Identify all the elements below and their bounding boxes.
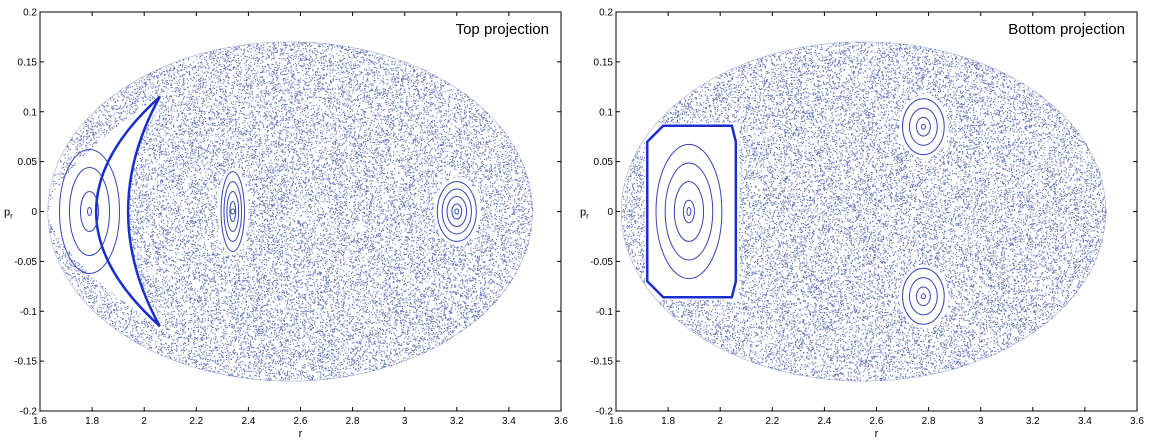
y-tick-label: 0 [607, 207, 613, 218]
y-tick-label: -0.2 [596, 407, 614, 418]
island-contour [436, 181, 477, 242]
y-tick-label: -0.1 [596, 307, 614, 318]
y-tick-label: -0.1 [20, 307, 38, 318]
chart-title: Bottom projection [1008, 21, 1125, 38]
x-tick-label: 3.4 [502, 416, 516, 427]
x-tick-label: 2.8 [922, 416, 936, 427]
island-center [686, 207, 692, 216]
chaotic-sea-points [621, 41, 1107, 382]
island-contour [902, 98, 945, 156]
island-center [920, 123, 926, 130]
top-projection-chart: 1.6 1.8 2 2.2 2.4 2.6 2.8 3 3.2 3.4 3.6 0.2 0.15 0.1 0… [4, 8, 568, 441]
island-contour [79, 191, 99, 232]
x-tick-label: 2.6 [294, 416, 308, 427]
y-tick-label: 0.1 [23, 107, 37, 118]
x-axis-label: r [875, 428, 879, 440]
y-tick-label: 0.05 [594, 157, 614, 168]
island-contour [682, 199, 695, 224]
island-contour [908, 107, 938, 146]
axis-layer: 1.6 1.8 2 2.2 2.4 2.6 2.8 3 3.2 3.4 3.6 0.2 0.15 0.1 0… [590, 8, 1144, 428]
y-axis-label: pr [4, 207, 13, 221]
island-contour [902, 267, 945, 325]
y-tick-label: 0.15 [18, 57, 38, 68]
x-tick-label: 3 [978, 416, 984, 427]
y-tick-label: -0.15 [14, 357, 37, 368]
island-center [230, 208, 236, 215]
island-contour [664, 162, 714, 261]
island-3 [902, 267, 945, 325]
y-tick-label: 0 [31, 207, 37, 218]
y-tick-label: 0.2 [599, 8, 613, 19]
island-contour [68, 167, 110, 256]
x-tick-label: 2.8 [346, 416, 360, 427]
y-tick-label: 0.05 [18, 157, 38, 168]
island-2 [902, 98, 945, 156]
sea-boundary [47, 41, 533, 382]
chart-title: Top projection [456, 21, 549, 38]
chaotic-sea-points [48, 41, 534, 381]
x-tick-label: 2.2 [765, 416, 779, 427]
x-tick-label: 2.6 [870, 416, 884, 427]
island-boundary [646, 124, 738, 299]
island-contour [915, 116, 931, 137]
y-tick-label: 0.2 [23, 8, 37, 19]
island-center [920, 293, 926, 300]
x-tick-label: 1.6 [609, 416, 623, 427]
x-tick-label: 2.4 [241, 416, 255, 427]
island-contour [220, 171, 245, 252]
sea-boundary [620, 41, 1107, 382]
island-contour [673, 181, 705, 242]
island-3 [436, 181, 477, 242]
x-tick-label: 3.2 [450, 416, 464, 427]
island-contour [451, 203, 463, 220]
island-contour [655, 143, 723, 280]
island-contour [915, 286, 931, 307]
island-contour [446, 196, 468, 227]
y-tick-label: -0.05 [590, 257, 613, 268]
x-tick-label: 1.6 [33, 416, 47, 427]
x-tick-label: 3.6 [554, 416, 568, 427]
island-contour [58, 149, 120, 274]
island-boundary [94, 95, 161, 328]
x-tick-label: 2.2 [189, 416, 203, 427]
y-tick-label: -0.15 [590, 357, 613, 368]
y-tick-label: 0.15 [594, 57, 614, 68]
island-contour [441, 188, 472, 235]
y-tick-label: -0.2 [20, 407, 38, 418]
x-axis-label: r [299, 428, 303, 440]
island-center [454, 208, 460, 215]
x-tick-label: 3.6 [1130, 416, 1144, 427]
island-contour [229, 201, 237, 222]
island-contour [223, 181, 243, 242]
x-tick-label: 1.8 [661, 416, 675, 427]
y-tick-label: 0.1 [599, 107, 613, 118]
island-1 [646, 124, 738, 299]
island-center [86, 207, 92, 216]
island-contour [226, 191, 240, 232]
island-1 [58, 95, 161, 328]
island-2 [220, 171, 245, 252]
bottom-projection-chart: 1.6 1.8 2 2.2 2.4 2.6 2.8 3 3.2 3.4 3.6 0.2 0.15 0.1 0… [580, 8, 1144, 441]
x-tick-label: 2 [141, 416, 147, 427]
x-tick-label: 1.8 [85, 416, 99, 427]
x-tick-label: 3 [402, 416, 408, 427]
data-layer [620, 41, 1107, 382]
island-contour [908, 277, 938, 316]
x-tick-label: 3.4 [1078, 416, 1092, 427]
y-axis-label: pr [580, 207, 589, 221]
x-tick-label: 3.2 [1026, 416, 1040, 427]
y-tick-label: -0.05 [14, 257, 37, 268]
x-tick-label: 2.4 [817, 416, 831, 427]
x-tick-label: 2 [717, 416, 723, 427]
data-layer [47, 41, 534, 382]
axis-layer: 1.6 1.8 2 2.2 2.4 2.6 2.8 3 3.2 3.4 3.6 0.2 0.15 0.1 0… [14, 8, 568, 428]
